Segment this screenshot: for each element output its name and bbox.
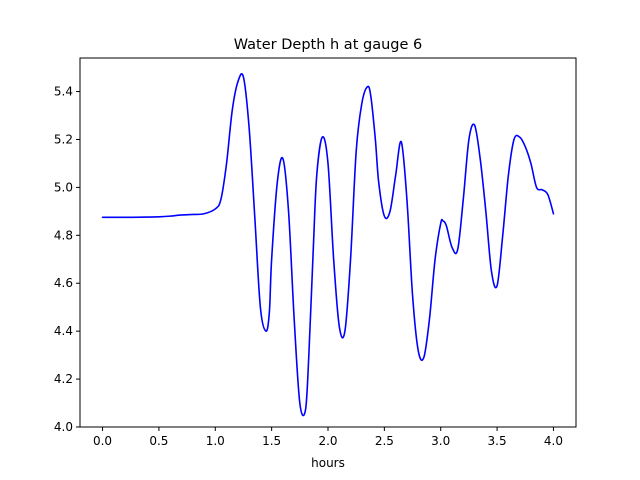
x-tick-label: 0.0 xyxy=(93,434,112,448)
x-tick-label: 0.5 xyxy=(149,434,168,448)
x-tick-label: 2.5 xyxy=(375,434,394,448)
x-tick-label: 3.0 xyxy=(431,434,450,448)
chart-title: Water Depth h at gauge 6 xyxy=(234,37,422,53)
x-axis-ticks: 0.0 0.5 1.0 1.5 2.0 2.5 3.0 3.5 4.0 xyxy=(93,427,563,448)
y-tick-label: 5.2 xyxy=(54,132,73,146)
water-depth-series-line xyxy=(101,73,555,417)
x-tick-label: 3.5 xyxy=(488,434,507,448)
x-tick-label: 4.0 xyxy=(544,434,563,448)
x-axis-label: hours xyxy=(311,456,345,470)
y-tick-label: 5.0 xyxy=(54,180,73,194)
y-tick-label: 4.4 xyxy=(54,324,73,338)
y-tick-label: 4.0 xyxy=(54,420,73,434)
y-axis-ticks: 4.0 4.2 4.4 4.6 4.8 5.0 5.2 5.4 xyxy=(54,85,80,434)
y-tick-label: 5.4 xyxy=(54,85,73,99)
y-tick-label: 4.2 xyxy=(54,372,73,386)
y-tick-label: 4.6 xyxy=(54,276,73,290)
x-tick-label: 1.5 xyxy=(262,434,281,448)
y-tick-label: 4.8 xyxy=(54,228,73,242)
x-tick-label: 2.0 xyxy=(318,434,337,448)
x-tick-label: 1.0 xyxy=(206,434,225,448)
